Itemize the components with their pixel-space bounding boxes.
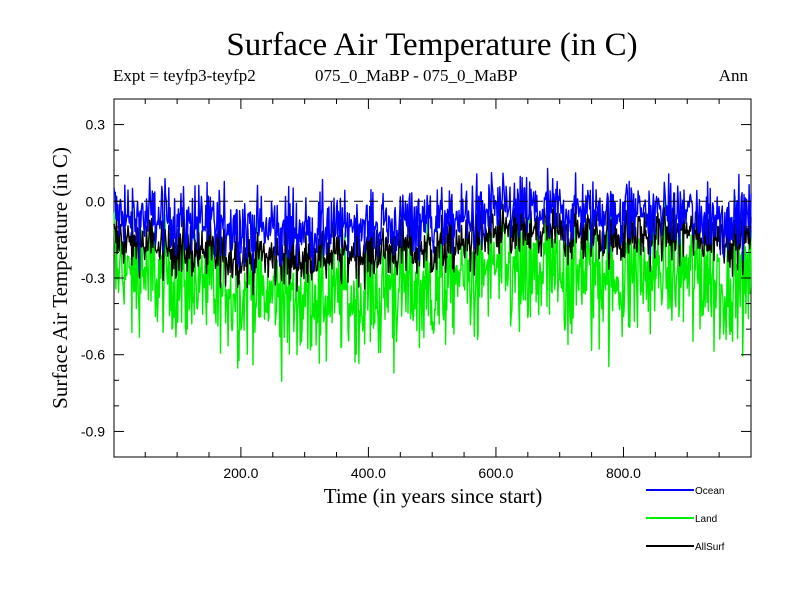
x-axis-label: Time (in years since start): [324, 484, 543, 508]
season-label: Ann: [718, 66, 748, 85]
y-tick-label: -0.9: [81, 423, 105, 439]
y-tick-label: -0.3: [81, 270, 105, 286]
y-tick-label: 0.3: [86, 117, 106, 133]
legend-label-ocean: Ocean: [695, 486, 724, 497]
period-label: 075_0_MaBP - 075_0_MaBP: [315, 66, 518, 85]
x-tick-label: 800.0: [606, 465, 641, 481]
y-axis-label: Surface Air Temperature (in C): [48, 147, 72, 409]
y-tick-label: 0.0: [86, 193, 106, 209]
series-layer: [113, 167, 752, 382]
experiment-label: Expt = teyfp3-teyfp2: [113, 66, 256, 85]
legend: Ocean Land AllSurf: [646, 486, 725, 553]
series-line-land: [113, 184, 752, 382]
legend-label-land: Land: [695, 514, 717, 525]
x-tick-label: 600.0: [478, 465, 513, 481]
series-line-allsurf: [113, 196, 752, 296]
legend-label-allsurf: AllSurf: [695, 542, 725, 553]
x-tick-label: 200.0: [223, 465, 258, 481]
series-line-ocean: [113, 167, 752, 273]
axes-layer: 200.0 400.0 600.0 800.0 0.3 0.0 -0.3 -0.6 -0.9: [81, 99, 751, 481]
chart-title: Surface Air Temperature (in C): [226, 27, 638, 63]
x-tick-label: 400.0: [351, 465, 386, 481]
y-tick-label: -0.6: [81, 347, 105, 363]
